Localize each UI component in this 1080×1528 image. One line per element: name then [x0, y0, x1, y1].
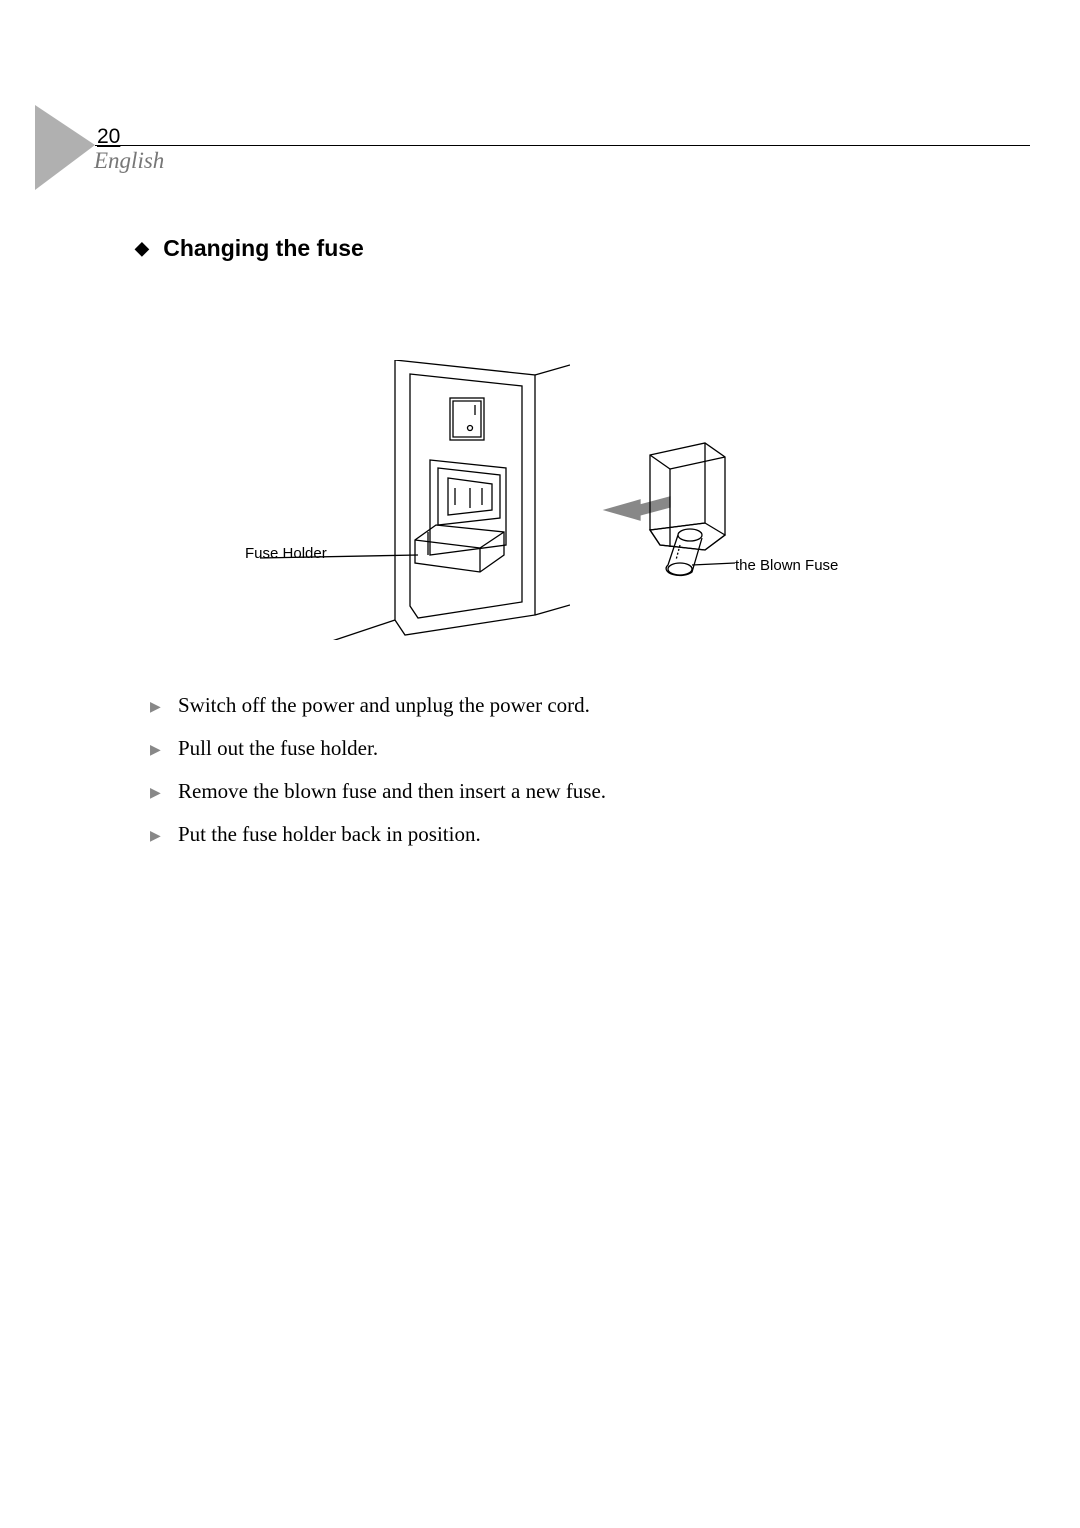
diagram-area: Fuse Holder the Blown Fuse: [130, 350, 890, 670]
instruction-text: Switch off the power and unplug the powe…: [178, 684, 590, 727]
header-rule: [95, 145, 1030, 146]
corner-triangle-icon: [35, 105, 95, 190]
blown-fuse-label: the Blown Fuse: [735, 557, 838, 574]
list-item: ▶ Remove the blown fuse and then insert …: [150, 770, 606, 813]
list-item: ▶ Put the fuse holder back in position.: [150, 813, 606, 856]
triangle-bullet-icon: ▶: [150, 737, 168, 766]
instructions-list: ▶ Switch off the power and unplug the po…: [150, 684, 606, 856]
blown-fuse-diagram-icon: [550, 435, 750, 605]
fuse-holder-label: Fuse Holder: [245, 545, 327, 562]
section-heading: ◆ Changing the fuse: [135, 235, 364, 262]
triangle-bullet-icon: ▶: [150, 823, 168, 852]
diamond-bullet-icon: ◆: [135, 238, 149, 259]
triangle-bullet-icon: ▶: [150, 780, 168, 809]
list-item: ▶ Switch off the power and unplug the po…: [150, 684, 606, 727]
instruction-text: Put the fuse holder back in position.: [178, 813, 481, 856]
triangle-bullet-icon: ▶: [150, 694, 168, 723]
instruction-text: Pull out the fuse holder.: [178, 727, 378, 770]
section-title: Changing the fuse: [163, 235, 364, 261]
instruction-text: Remove the blown fuse and then insert a …: [178, 770, 606, 813]
page-number-area: 20: [97, 125, 120, 149]
language-label: English: [94, 148, 164, 174]
page-number: 20: [97, 125, 120, 148]
fuse-panel-diagram-icon: [260, 360, 570, 640]
list-item: ▶ Pull out the fuse holder.: [150, 727, 606, 770]
